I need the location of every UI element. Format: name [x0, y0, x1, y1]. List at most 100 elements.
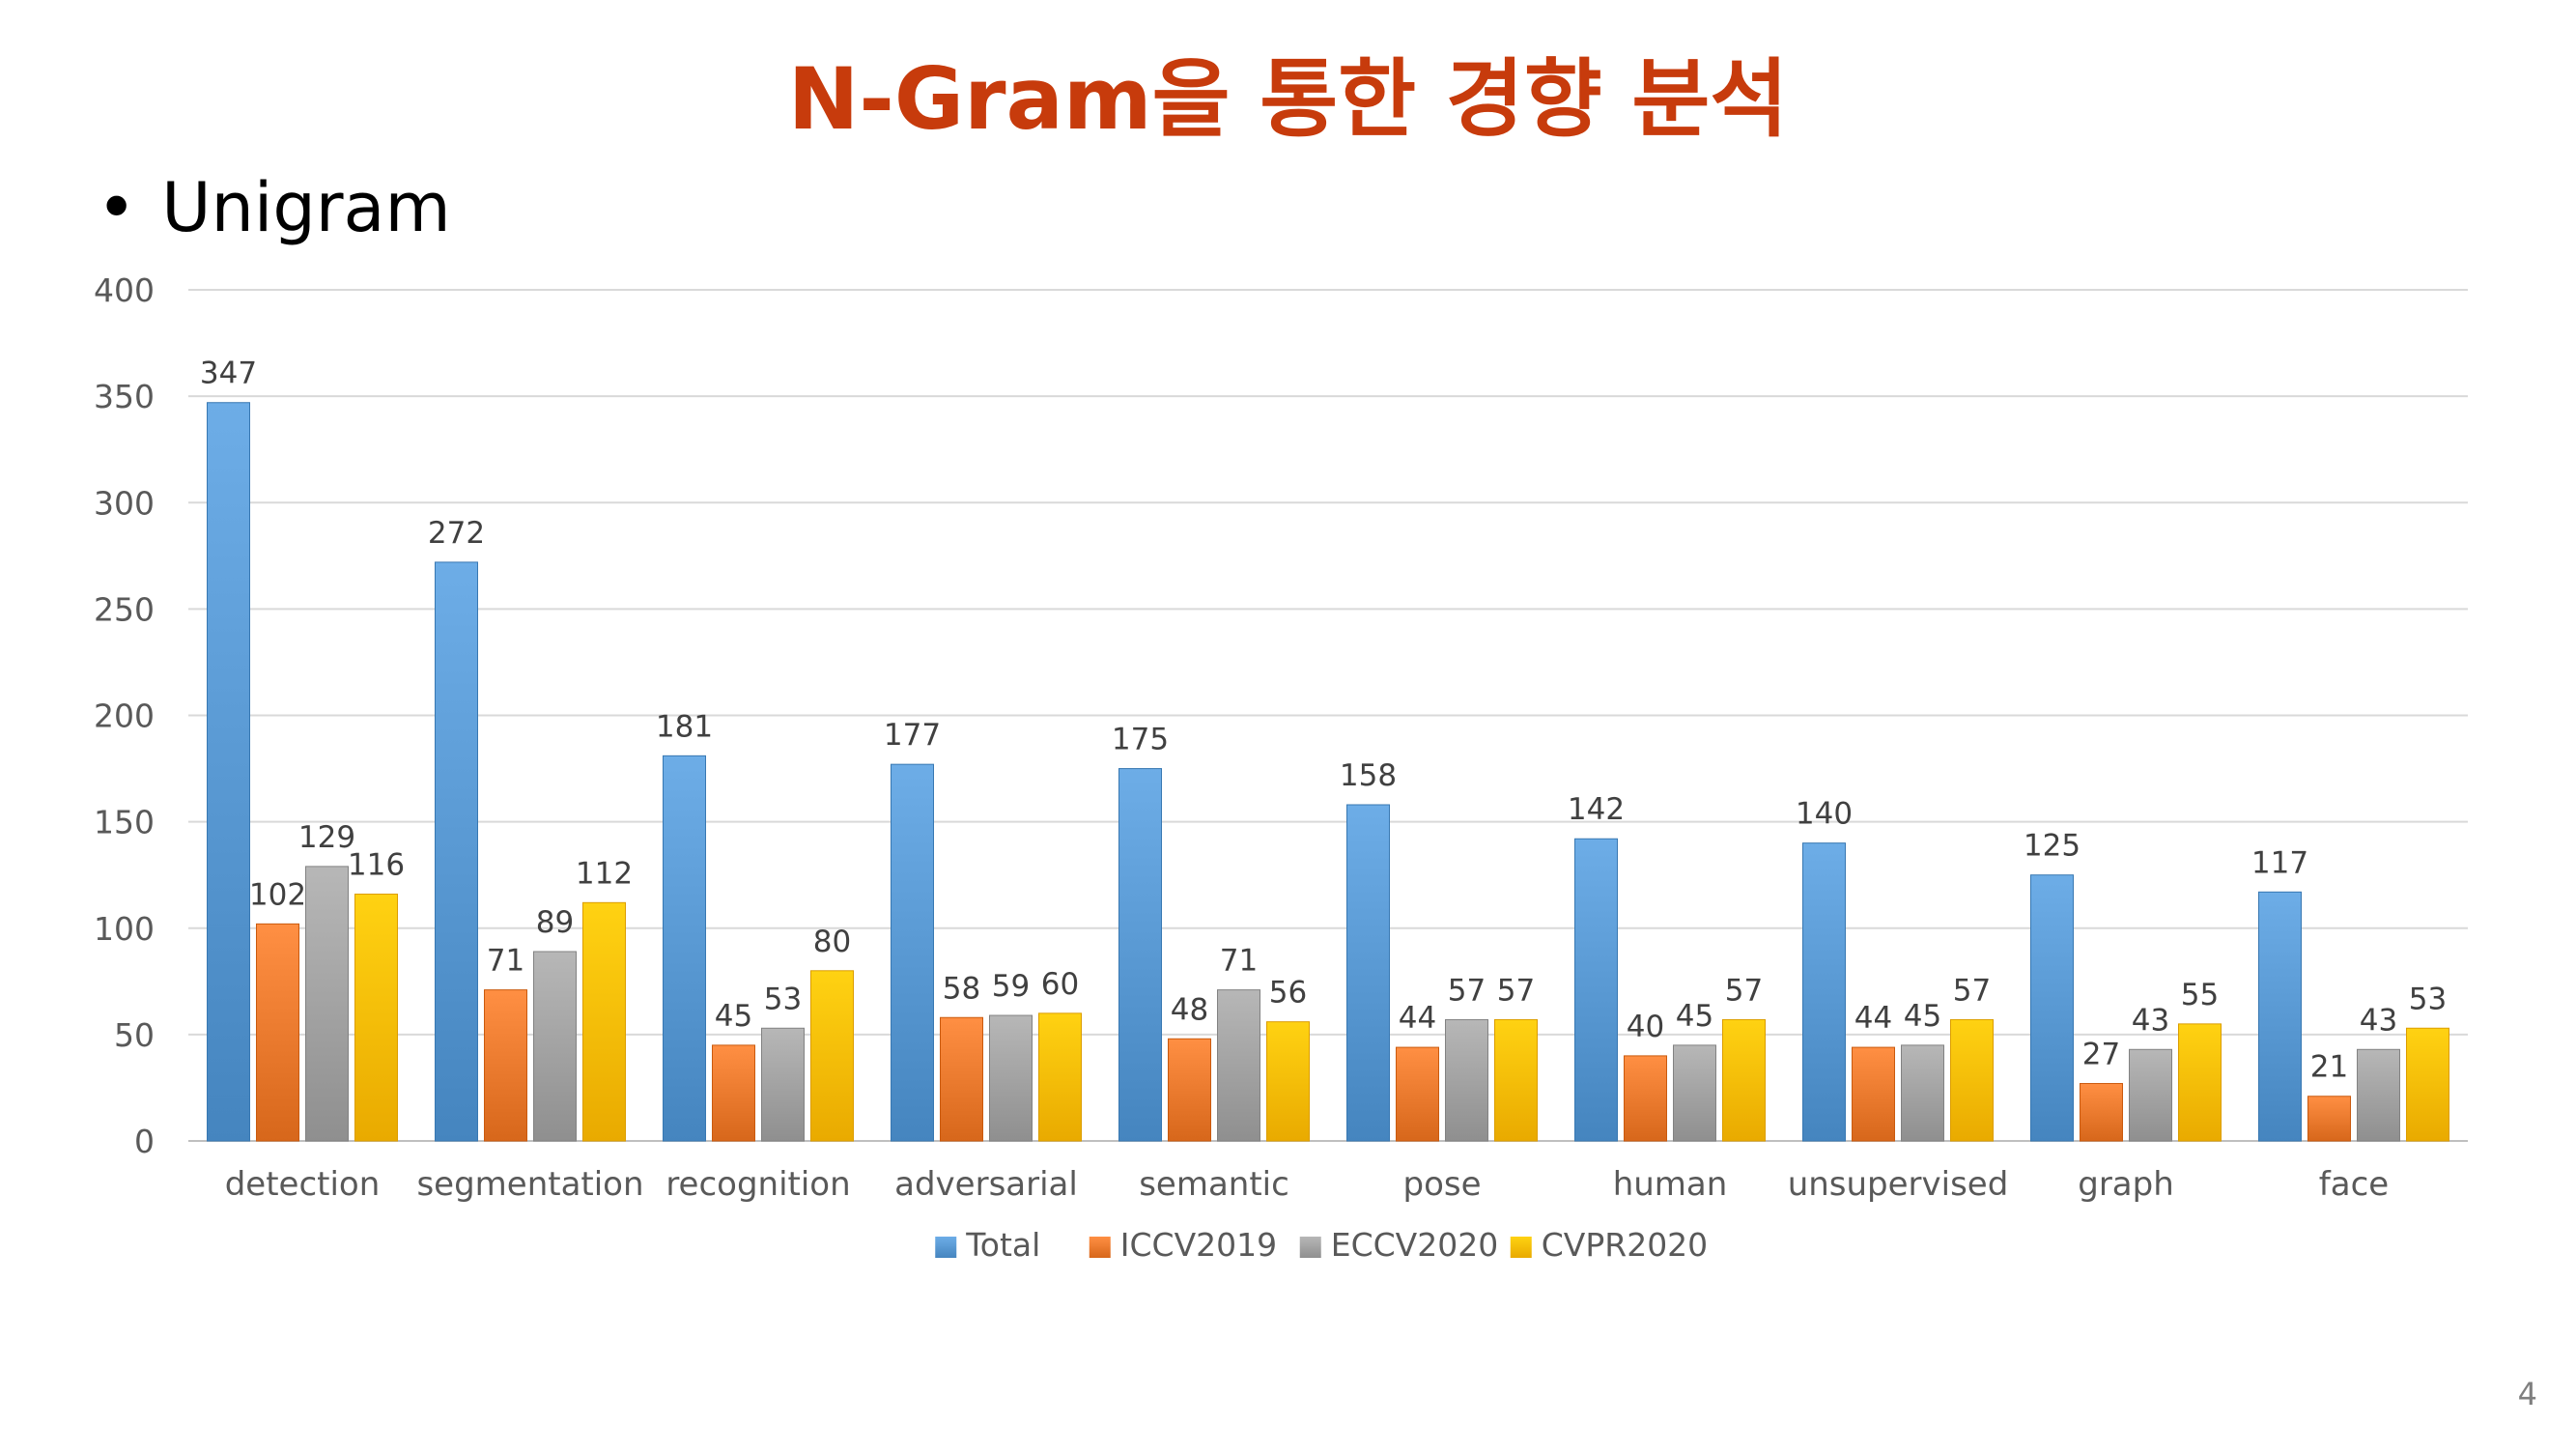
data-label: 57: [1497, 973, 1535, 1008]
bar-total-unsupervised: [1802, 842, 1846, 1142]
bar-iccv2019-adversarial: [940, 1016, 983, 1142]
legend-swatch-eccv2020: [1299, 1237, 1321, 1258]
bar-cvpr2020-face: [2406, 1027, 2449, 1142]
data-label: 57: [1725, 973, 1763, 1008]
x-tick-label: semantic: [1139, 1165, 1289, 1204]
slide-title: N-Gram을 통한 경향 분석: [787, 49, 1789, 149]
bar-iccv2019-human: [1624, 1055, 1667, 1142]
bar-iccv2019-semantic: [1168, 1038, 1211, 1142]
data-label: 45: [715, 999, 752, 1034]
bar-cvpr2020-detection: [354, 894, 398, 1142]
data-label: 45: [1676, 999, 1713, 1034]
data-label: 80: [813, 925, 851, 959]
data-label: 129: [298, 820, 355, 855]
y-tick-label: 350: [94, 378, 155, 415]
y-tick-label: 0: [134, 1123, 155, 1160]
data-label: 142: [1568, 792, 1625, 827]
x-tick-label: adversarial: [894, 1165, 1078, 1204]
bar-eccv2020-human: [1673, 1044, 1716, 1142]
bar-iccv2019-unsupervised: [1852, 1046, 1895, 1142]
data-label: 59: [992, 969, 1030, 1004]
x-tick-label: recognition: [665, 1165, 850, 1204]
bar-eccv2020-semantic: [1217, 989, 1260, 1142]
bar-cvpr2020-human: [1722, 1018, 1766, 1142]
data-label: 27: [2082, 1038, 2120, 1072]
data-label: 60: [1041, 967, 1079, 1002]
legend-label: CVPR2020: [1542, 1226, 1708, 1264]
bar-cvpr2020-recognition: [810, 970, 854, 1142]
x-tick-label: detection: [225, 1165, 381, 1204]
data-label: 43: [2132, 1003, 2169, 1038]
data-label: 158: [1340, 758, 1397, 793]
bar-eccv2020-adversarial: [989, 1014, 1033, 1142]
bullet-dot-icon: •: [97, 168, 137, 247]
x-tick-label: human: [1613, 1165, 1728, 1204]
bar-total-graph: [2030, 874, 2074, 1142]
data-label: 40: [1627, 1010, 1664, 1044]
data-label: 117: [2251, 845, 2308, 880]
bar-total-pose: [1346, 804, 1390, 1142]
bar-eccv2020-detection: [305, 866, 349, 1142]
data-label: 56: [1269, 976, 1307, 1011]
data-label: 53: [764, 982, 802, 1016]
bar-total-detection: [207, 402, 250, 1142]
bar-cvpr2020-adversarial: [1038, 1012, 1082, 1142]
bar-total-recognition: [663, 755, 706, 1142]
x-tick-label: pose: [1402, 1165, 1481, 1204]
x-tick-label: unsupervised: [1788, 1165, 2009, 1204]
x-tick-label: graph: [2078, 1165, 2174, 1204]
bar-eccv2020-pose: [1445, 1018, 1488, 1142]
legend-label: Total: [965, 1226, 1040, 1264]
bar-eccv2020-unsupervised: [1901, 1044, 1944, 1142]
data-label: 102: [249, 877, 306, 912]
data-label: 43: [2360, 1003, 2397, 1038]
bar-eccv2020-recognition: [761, 1027, 805, 1142]
data-label: 112: [576, 856, 633, 891]
page-number: 4: [2517, 1376, 2537, 1412]
data-label: 272: [428, 516, 485, 551]
data-label: 44: [1854, 1001, 1892, 1036]
data-label: 116: [348, 848, 405, 883]
data-label: 48: [1171, 992, 1208, 1027]
bar-iccv2019-segmentation: [484, 989, 527, 1142]
bar-iccv2019-recognition: [712, 1044, 755, 1142]
bar-iccv2019-detection: [256, 923, 299, 1142]
y-tick-label: 400: [94, 271, 155, 309]
data-label: 53: [2409, 982, 2447, 1016]
data-label: 71: [487, 944, 524, 979]
data-label: 55: [2181, 978, 2219, 1012]
x-tick-label: segmentation: [416, 1165, 643, 1204]
bullet-text: Unigram: [161, 168, 451, 247]
y-tick-label: 300: [94, 484, 155, 522]
legend-label: ICCV2019: [1120, 1226, 1277, 1264]
bar-iccv2019-face: [2307, 1096, 2351, 1142]
bullet-item: • Unigram: [97, 164, 451, 251]
y-tick-label: 50: [114, 1016, 155, 1054]
data-label: 125: [2024, 829, 2081, 864]
legend-swatch-iccv2019: [1089, 1237, 1111, 1258]
bar-cvpr2020-segmentation: [582, 901, 626, 1142]
y-tick-label: 150: [94, 804, 155, 841]
data-label: 44: [1399, 1001, 1436, 1036]
data-label: 45: [1904, 999, 1941, 1034]
bar-eccv2020-segmentation: [533, 951, 577, 1142]
bar-iccv2019-pose: [1396, 1046, 1439, 1142]
bar-iccv2019-graph: [2080, 1083, 2123, 1142]
y-tick-label: 250: [94, 590, 155, 628]
bar-total-human: [1574, 838, 1618, 1142]
data-label: 89: [536, 905, 574, 940]
y-tick-label: 100: [94, 910, 155, 948]
data-label: 347: [200, 356, 257, 391]
legend-swatch-cvpr2020: [1510, 1237, 1532, 1258]
bar-cvpr2020-graph: [2178, 1023, 2222, 1142]
data-label: 177: [884, 718, 941, 753]
data-label: 57: [1448, 973, 1486, 1008]
bar-eccv2020-graph: [2129, 1048, 2172, 1142]
bar-cvpr2020-semantic: [1266, 1021, 1310, 1142]
data-label: 175: [1112, 723, 1169, 757]
bar-cvpr2020-unsupervised: [1950, 1018, 1994, 1142]
bar-total-face: [2258, 891, 2302, 1142]
y-tick-label: 200: [94, 698, 155, 735]
